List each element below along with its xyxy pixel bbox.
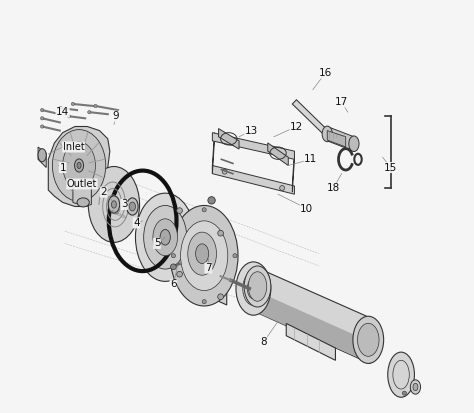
Ellipse shape	[153, 219, 178, 256]
Ellipse shape	[248, 272, 267, 301]
Ellipse shape	[196, 244, 209, 263]
Ellipse shape	[160, 230, 170, 245]
Ellipse shape	[108, 196, 119, 213]
Text: 3: 3	[121, 199, 128, 209]
Ellipse shape	[77, 198, 89, 207]
Ellipse shape	[181, 221, 228, 291]
Polygon shape	[212, 133, 214, 174]
Circle shape	[177, 271, 182, 277]
Text: 4: 4	[133, 218, 140, 228]
Polygon shape	[327, 131, 346, 147]
Polygon shape	[255, 291, 370, 363]
Ellipse shape	[38, 149, 46, 162]
Circle shape	[222, 169, 227, 174]
Circle shape	[402, 391, 406, 395]
Text: 12: 12	[290, 121, 303, 131]
Polygon shape	[286, 323, 336, 360]
Polygon shape	[38, 147, 46, 168]
Text: 1: 1	[59, 163, 66, 173]
Ellipse shape	[53, 130, 106, 202]
Ellipse shape	[136, 193, 195, 281]
Circle shape	[202, 299, 206, 304]
Ellipse shape	[243, 272, 264, 305]
Text: 2: 2	[100, 187, 107, 197]
Ellipse shape	[247, 278, 260, 299]
Ellipse shape	[236, 262, 271, 315]
Text: 7: 7	[205, 263, 211, 273]
Ellipse shape	[353, 316, 383, 363]
Polygon shape	[327, 126, 354, 151]
Text: ROTATION: ROTATION	[109, 209, 127, 220]
Text: 8: 8	[260, 337, 267, 347]
Circle shape	[40, 116, 44, 120]
Circle shape	[177, 208, 182, 214]
Ellipse shape	[127, 198, 138, 215]
Ellipse shape	[88, 166, 139, 242]
Ellipse shape	[413, 383, 418, 391]
Ellipse shape	[349, 136, 359, 152]
Polygon shape	[292, 151, 294, 192]
Text: Outlet: Outlet	[67, 179, 97, 189]
Polygon shape	[48, 126, 110, 206]
Circle shape	[67, 115, 71, 118]
Circle shape	[88, 111, 91, 114]
Text: 9: 9	[113, 111, 119, 121]
Polygon shape	[73, 184, 91, 206]
Ellipse shape	[111, 201, 117, 208]
Ellipse shape	[244, 266, 271, 307]
Ellipse shape	[74, 159, 83, 172]
Text: Inlet: Inlet	[63, 142, 84, 152]
Circle shape	[171, 264, 176, 270]
Circle shape	[172, 254, 175, 258]
Ellipse shape	[170, 206, 238, 306]
Circle shape	[40, 109, 44, 112]
Text: 10: 10	[300, 204, 313, 214]
Ellipse shape	[129, 202, 136, 211]
Text: 11: 11	[304, 154, 318, 164]
Ellipse shape	[188, 232, 217, 275]
Polygon shape	[251, 265, 370, 363]
Text: 16: 16	[319, 68, 332, 78]
Circle shape	[94, 104, 97, 108]
Text: 13: 13	[245, 126, 258, 135]
Text: 14: 14	[56, 107, 69, 117]
Ellipse shape	[388, 352, 414, 397]
Circle shape	[218, 294, 223, 299]
Circle shape	[218, 230, 223, 236]
Polygon shape	[172, 202, 227, 305]
Circle shape	[59, 107, 62, 110]
Text: 17: 17	[335, 97, 348, 107]
Ellipse shape	[63, 142, 95, 189]
Text: 5: 5	[154, 238, 160, 249]
Polygon shape	[268, 143, 288, 166]
Ellipse shape	[322, 126, 332, 142]
Text: 18: 18	[327, 183, 340, 193]
Text: 6: 6	[170, 280, 177, 290]
Ellipse shape	[357, 323, 379, 356]
Circle shape	[233, 254, 237, 258]
Circle shape	[280, 185, 284, 190]
Circle shape	[208, 197, 215, 204]
Circle shape	[202, 208, 206, 212]
Text: 15: 15	[384, 163, 398, 173]
Ellipse shape	[410, 380, 420, 394]
Polygon shape	[212, 133, 294, 159]
Circle shape	[40, 125, 44, 128]
Polygon shape	[219, 128, 239, 149]
Circle shape	[71, 102, 74, 106]
Ellipse shape	[144, 206, 187, 269]
Polygon shape	[212, 166, 294, 194]
Ellipse shape	[77, 162, 81, 169]
